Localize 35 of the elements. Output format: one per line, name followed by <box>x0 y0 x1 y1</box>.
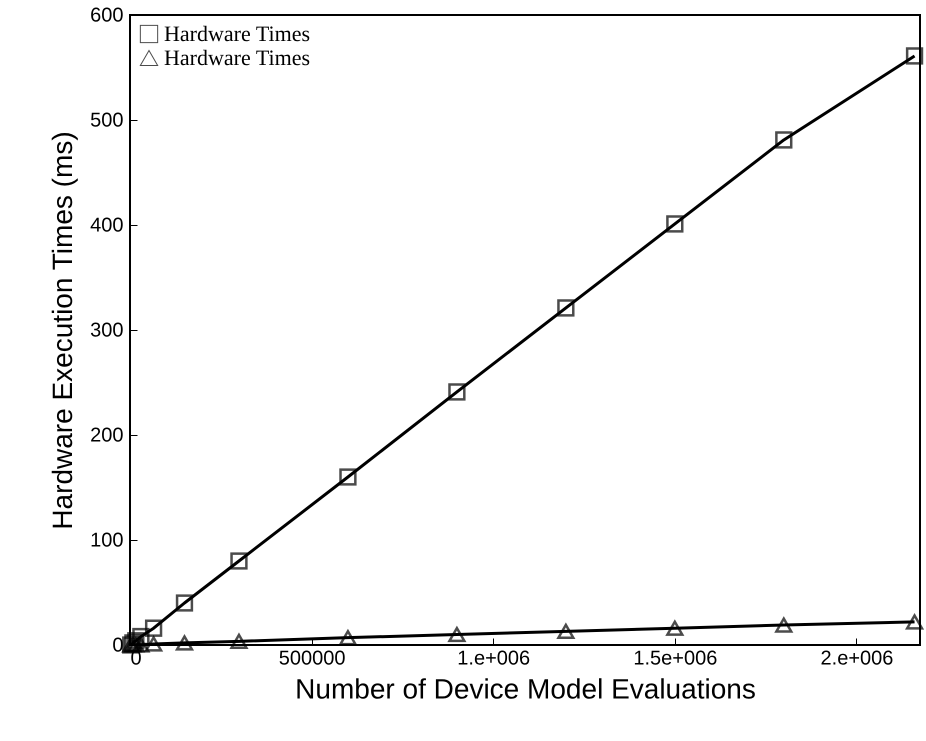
point <box>144 636 162 652</box>
point <box>127 632 144 650</box>
legend-label: Hardware Times <box>164 21 310 46</box>
y-tick-label: 500 <box>90 110 124 132</box>
point <box>775 617 792 633</box>
y-tick-label: 300 <box>90 320 124 342</box>
point <box>132 628 150 646</box>
point <box>557 624 575 640</box>
x-axis-title: Number of Device Model Evaluations <box>295 674 756 704</box>
legend-label: Hardware Times <box>164 45 310 70</box>
point <box>775 131 792 149</box>
point <box>176 594 194 612</box>
point <box>230 634 248 649</box>
point <box>666 215 684 233</box>
x-tick-label: 2.e+006 <box>820 648 894 670</box>
point <box>448 626 466 642</box>
point <box>132 637 150 653</box>
point <box>448 383 466 401</box>
x-tick-label: 1.5e+006 <box>633 648 718 670</box>
point <box>557 299 575 317</box>
point <box>906 614 924 630</box>
y-tick-label: 400 <box>90 214 124 236</box>
y-tick-label: 100 <box>90 530 124 552</box>
y-tick-label: 200 <box>90 424 124 446</box>
point <box>906 47 924 65</box>
point <box>176 635 194 651</box>
point <box>666 620 684 636</box>
x-tick-label: 1.e+006 <box>457 648 530 670</box>
x-tick-label: 500000 <box>278 648 346 670</box>
point <box>339 468 357 486</box>
y-tick-label: 600 <box>90 4 124 26</box>
point <box>339 630 357 646</box>
point <box>144 620 162 637</box>
point <box>230 552 248 570</box>
y-axis-title: Hardware Execution Times (ms) <box>47 131 78 530</box>
